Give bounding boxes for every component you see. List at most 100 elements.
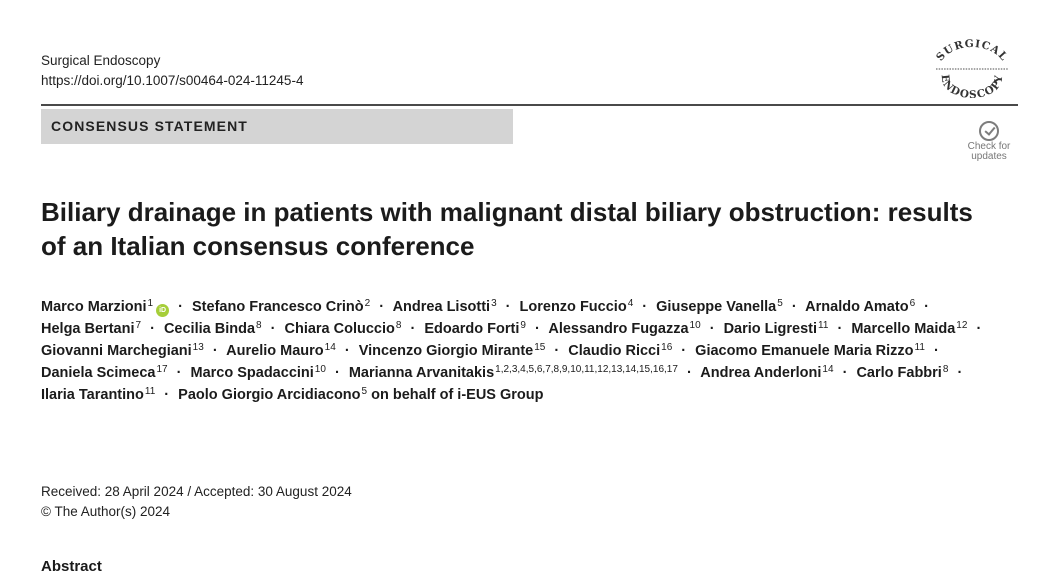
journal-name: Surgical Endoscopy [41,53,161,68]
affiliation-number: 5 [361,386,368,397]
author-separator: · [410,321,416,337]
author-name: Vincenzo Giorgio Mirante15 [358,342,546,360]
author-name-text: Arnaldo Amato [805,299,909,315]
author-separator: · [212,343,218,359]
author-name: Dario Ligresti11 [723,321,829,338]
author-name-text: Helga Bertani [41,321,135,337]
affiliation-number: 4 [627,298,634,309]
author-name: Giacomo Emanuele Maria Rizzo11 [695,342,925,360]
affiliation-number: 1,2,3,4,5,6,7,8,9,10,11,12,13,14,15,16,1… [495,364,678,375]
author-name: Alessandro Fugazza10 [548,320,701,338]
affiliation-number: 8 [256,320,262,331]
author-separator: · [535,321,540,337]
author-name: Arnaldo Amato6 [805,298,916,316]
author-name-text: Giacomo Emanuele Maria Rizzo [695,343,914,359]
author-separator: · [379,299,385,315]
affiliation-number: 8 [395,320,402,331]
article-dates: Received: 28 April 2024 / Accepted: 30 A… [41,482,352,522]
author-name: Cecilia Binda8 [163,320,262,338]
author-name: Marcello Maida12 [851,320,968,338]
author-name-text: Vincenzo Giorgio Mirante [358,343,534,359]
check-for-updates-button[interactable]: Check for updates [960,117,1018,173]
author-separator: · [505,299,511,315]
author-name: Andrea Anderloni14 [700,365,833,382]
author-name-text: Marco Marzioni [41,299,147,315]
doi-link[interactable]: https://doi.org/10.1007/s00464-024-11245… [41,73,304,88]
author-name: Claudio Ricci16 [568,342,673,360]
author-name-text: Edoardo Forti [424,321,520,337]
group-affiliation: on behalf of i-EUS Group [371,387,544,403]
orcid-icon[interactable]: iD [156,304,170,317]
affiliation-number: 15 [534,342,546,353]
author-name: Helga Bertani7 [41,320,142,338]
affiliation-number: 11 [144,386,156,397]
affiliation-number: 10 [314,364,326,375]
author-separator: · [334,365,340,381]
author-name-text: Andrea Anderloni [700,365,822,381]
author-name: Edoardo Forti9 [424,320,526,338]
author-separator: · [178,299,183,315]
affiliation-number: 14 [324,342,336,353]
author-name: Marco Marzioni1iD [41,298,170,317]
author-name-text: Giuseppe Vanella [656,299,777,315]
author-name-text: Alessandro Fugazza [548,321,689,337]
svg-text:ENDOSCOPY: ENDOSCOPY [939,74,1006,98]
author-separator: · [957,365,963,381]
author-separator: · [164,387,170,403]
author-separator: · [344,343,350,359]
author-separator: · [554,343,560,359]
author-name: Paolo Giorgio Arcidiacono5 [178,386,368,404]
copyright-notice: © The Author(s) 2024 [41,504,171,519]
author-separator: · [837,321,843,337]
received-accepted-dates: Received: 28 April 2024 / Accepted: 30 A… [41,484,352,499]
author-separator: · [924,299,929,315]
author-name-text: Andrea Lisotti [392,299,491,315]
author-name-text: Aurelio Mauro [226,343,324,359]
affiliation-number: 16 [661,342,673,353]
author-separator: · [842,365,848,381]
author-separator: · [270,321,276,337]
affiliation-number: 6 [909,298,916,309]
author-name-text: Ilaria Tarantino [41,387,144,403]
author-separator: · [791,299,797,315]
logo-text-bottom: ENDOSCOPY [939,74,1005,98]
affiliation-number: 10 [689,320,701,331]
author-name: Lorenzo Fuccio4 [519,298,634,316]
author-name-text: Giovanni Marchegiani [41,343,192,359]
author-separator: · [976,321,982,337]
affiliation-number: 7 [135,320,142,331]
affiliation-number: 9 [520,320,526,331]
author-name-text: Lorenzo Fuccio [519,299,627,315]
author-name-text: Stefano Francesco Crinò [192,299,364,315]
author-separator: · [681,343,687,359]
author-name-text: Cecilia Binda [163,321,256,337]
abstract-heading: Abstract [41,558,102,575]
author-name: Ilaria Tarantino11 [41,386,156,404]
author-name: Marco Spadaccini10 [191,364,326,382]
affiliation-number: 1 [147,298,154,309]
check-circle-icon [979,121,999,141]
author-separator: · [150,321,155,337]
affiliation-number: 5 [777,298,783,309]
author-name-text: Daniela Scimeca [41,365,156,381]
author-separator: · [709,321,715,337]
author-name: Carlo Fabbri8 [856,364,949,382]
author-name-text: Chiara Coluccio [284,321,395,337]
author-name-text: Dario Ligresti [723,321,818,337]
author-separator: · [176,365,182,381]
article-type-banner: CONSENSUS STATEMENT [41,109,513,144]
journal-header: Surgical Endoscopy https://doi.org/10.10… [41,51,303,91]
author-name: Andrea Lisotti3 [392,299,497,316]
affiliation-number: 11 [914,342,925,353]
author-list: Marco Marzioni1iD · Stefano Francesco Cr… [41,296,1016,406]
author-name-text: Claudio Ricci [568,343,661,359]
author-name: Chiara Coluccio8 [284,320,402,338]
author-name-text: Marcello Maida [851,321,956,337]
author-name-text: Carlo Fabbri [856,365,942,381]
author-name: Giuseppe Vanella5 [656,298,783,316]
author-name: Daniela Scimeca17 [41,365,168,382]
author-name: Giovanni Marchegiani13 [41,343,204,360]
affiliation-number: 12 [956,320,968,331]
affiliation-number: 8 [942,364,949,375]
author-name: Marianna Arvanitakis1,2,3,4,5,6,7,8,9,10… [349,364,678,382]
